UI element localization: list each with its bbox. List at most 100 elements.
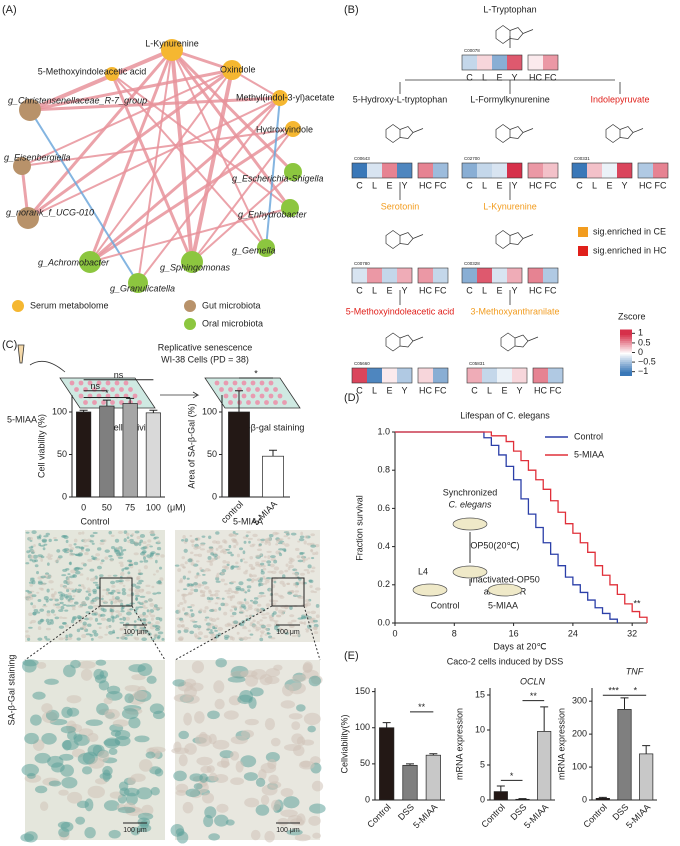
cell [208,833,220,841]
node [281,199,299,217]
heat-cell [382,268,397,283]
cell [65,567,70,571]
cell [40,575,47,579]
panel-label: (B) [344,4,359,16]
cell [118,561,124,565]
compound-name: L-Kynurenine [483,201,537,211]
column-label: FC [550,385,562,395]
node [161,39,183,61]
error-bar [149,409,158,413]
heat-frame [417,162,449,179]
cell [111,584,116,588]
cell [190,612,195,617]
cell [285,533,290,536]
cell [149,530,155,534]
cell [231,538,237,542]
column-label: HC [529,180,542,190]
heat-cell [367,268,382,283]
cell [294,590,300,593]
edge [21,128,294,167]
cell [233,590,239,595]
y-axis-label: mRNA expression [556,708,566,780]
y-tick-label: 5 [480,759,485,769]
schematic-subtitle: WI-38 Cells (PD = 38) [161,354,249,364]
cell [183,548,188,553]
cell [308,579,313,583]
y-axis-label: Cellviability(%) [339,714,349,773]
cell [233,544,237,549]
cell [69,547,75,551]
colorbar-step [620,346,632,350]
well [255,387,260,392]
heat-cell [507,55,522,70]
cell [109,559,114,562]
cell [96,565,102,570]
cell [181,556,186,560]
cell [84,551,89,556]
bar [493,791,508,801]
cell [310,556,315,560]
well [264,400,269,405]
well [101,400,106,405]
cell [45,532,50,536]
x-tick-label: 50 [102,502,112,512]
cell [78,546,85,550]
legend-swatch [184,318,196,330]
heat-cell [507,268,522,283]
cell [56,549,61,553]
node [105,67,119,81]
column-label: HC [639,180,652,190]
cell [158,566,163,570]
cell [233,620,239,625]
cell [71,605,76,609]
heat-cell [382,368,397,383]
cell [58,637,64,641]
well [259,393,265,399]
cell [214,589,221,593]
cell [54,616,60,620]
cell [264,830,275,843]
cell [243,772,258,781]
x-tick-label: Control [581,802,609,830]
cell [119,571,125,576]
cell [238,601,244,605]
cell [252,600,259,605]
cell [246,531,251,534]
node [222,60,242,80]
cell [278,553,283,557]
cell [304,535,309,539]
heat-cell [512,368,527,383]
column-label: HC [529,72,542,82]
cell [122,633,127,637]
x-tick-label: Control [365,802,393,830]
y-tick-label: 0 [480,794,485,804]
cell [264,717,275,731]
cell [287,629,292,632]
cell [181,593,188,597]
cell [76,628,81,633]
legend-swatch [12,300,24,312]
cell [92,531,98,535]
cell [280,787,294,798]
x-tick-label: 24 [568,628,578,638]
cell [31,530,37,535]
cell [230,615,235,618]
cell [105,588,110,592]
cell [67,576,71,581]
node-label: g_Christensenellaceae_R-7_group [8,95,147,105]
heat-cell [482,368,497,383]
y-tick-label: 0.0 [377,617,390,627]
cell [66,636,73,641]
error-bar [269,449,277,457]
cell [191,660,205,674]
cell [207,710,220,720]
sig-label: ns [90,381,100,391]
cell [175,789,188,796]
compound-name: Indolepyruvate [590,94,649,104]
well [223,393,229,399]
cell [252,619,256,623]
cell [124,693,134,704]
cell [35,611,41,614]
well [228,400,233,405]
cell [106,617,112,622]
